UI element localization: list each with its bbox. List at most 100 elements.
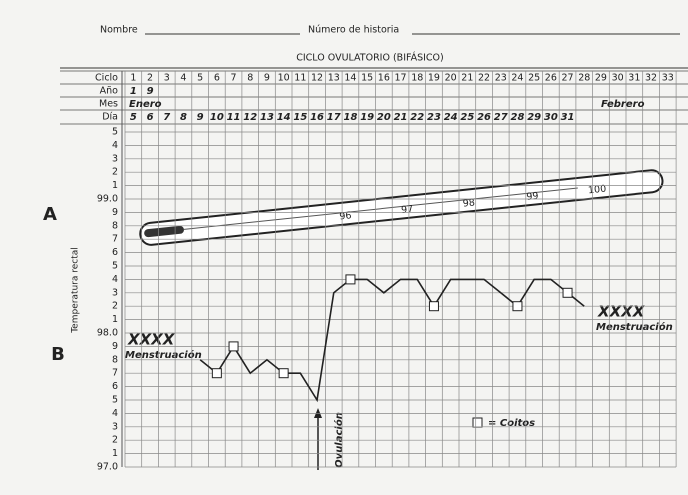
row-label: Ciclo xyxy=(95,73,118,84)
y-tick-label: 9 xyxy=(112,341,118,352)
row-label: Año xyxy=(100,86,119,97)
month-label: Enero xyxy=(129,99,162,110)
y-tick-label: 9 xyxy=(112,207,118,218)
cycle-label: 13 xyxy=(328,73,340,84)
coitus-mark xyxy=(279,369,288,378)
day-label: 6 xyxy=(147,112,154,123)
cycle-label: 10 xyxy=(278,73,290,84)
cycle-label: 33 xyxy=(662,73,674,84)
y-tick-label: 1 xyxy=(112,180,118,191)
y-tick-label: 3 xyxy=(112,421,118,432)
cycle-label: 25 xyxy=(528,73,540,84)
y-tick-label: 3 xyxy=(112,153,118,164)
y-tick-label: 98.0 xyxy=(97,328,118,339)
day-label: 13 xyxy=(260,112,274,123)
coitus-mark xyxy=(212,369,221,378)
day-label: 16 xyxy=(310,112,324,123)
y-tick-label: 4 xyxy=(112,408,118,419)
y-tick-label: 99.0 xyxy=(97,194,118,205)
cycle-label: 5 xyxy=(197,73,203,84)
cycle-label: 28 xyxy=(578,73,590,84)
cycle-label: 11 xyxy=(294,73,306,84)
panel-a: A xyxy=(43,204,57,225)
cycle-label: 20 xyxy=(445,73,457,84)
y-tick-label: 8 xyxy=(112,354,118,365)
cycle-label: 18 xyxy=(411,73,423,84)
cycle-label: 32 xyxy=(645,73,657,84)
day-label: 30 xyxy=(544,112,558,123)
y-tick-label: 5 xyxy=(112,127,118,138)
cycle-label: 24 xyxy=(511,73,523,84)
cycle-label: 21 xyxy=(461,73,473,84)
coitus-legend-box xyxy=(473,418,482,427)
day-label: 23 xyxy=(427,112,441,123)
day-label: 18 xyxy=(343,112,357,123)
day-label: 21 xyxy=(394,112,408,123)
history-label: Número de historia xyxy=(308,25,399,36)
cycle-label: 15 xyxy=(361,73,373,84)
name-label: Nombre xyxy=(100,25,138,36)
day-label: 17 xyxy=(327,112,341,123)
cycle-label: 1 xyxy=(130,73,136,84)
day-label: 28 xyxy=(510,112,524,123)
cycle-label: 31 xyxy=(628,73,640,84)
day-label: 14 xyxy=(277,112,291,123)
day-label: 8 xyxy=(180,112,187,123)
day-label: 20 xyxy=(377,112,391,123)
day-label: 5 xyxy=(130,112,137,123)
coitus-mark xyxy=(229,342,238,351)
day-label: 24 xyxy=(444,112,458,123)
coitus-mark xyxy=(563,288,572,297)
panel-b: B xyxy=(51,344,65,365)
coitus-mark xyxy=(513,302,522,311)
month-label: Febrero xyxy=(601,99,645,110)
menstruation-label: Menstruación xyxy=(596,321,673,333)
y-tick-label: 5 xyxy=(112,395,118,406)
year-label: 9 xyxy=(147,86,154,97)
y-tick-label: 8 xyxy=(112,220,118,231)
year-label: 1 xyxy=(130,86,137,97)
y-tick-label: 2 xyxy=(112,435,118,446)
cycle-label: 7 xyxy=(231,73,237,84)
y-tick-label: 7 xyxy=(112,234,118,245)
day-label: 15 xyxy=(293,112,307,123)
cycle-label: 9 xyxy=(264,73,270,84)
cycle-label: 30 xyxy=(612,73,624,84)
day-label: 27 xyxy=(494,112,508,123)
chart: Nombre Número de historia CICLO OVULATOR… xyxy=(0,0,688,491)
y-tick-label: 1 xyxy=(112,448,118,459)
cycle-label: 29 xyxy=(595,73,607,84)
cycle-label: 8 xyxy=(247,73,253,84)
day-label: 31 xyxy=(561,112,575,123)
row-label: Mes xyxy=(99,99,118,110)
cycle-label: 27 xyxy=(562,73,574,84)
y-tick-label: 7 xyxy=(112,368,118,379)
cycle-label: 16 xyxy=(378,73,390,84)
cycle-label: 6 xyxy=(214,73,220,84)
cycle-label: 26 xyxy=(545,73,557,84)
day-label: 22 xyxy=(410,112,424,123)
thermometer-label: 97 xyxy=(401,204,414,216)
day-label: 26 xyxy=(477,112,491,123)
cycle-label: 17 xyxy=(395,73,407,84)
y-tick-label: 97.0 xyxy=(97,462,118,473)
day-label: 7 xyxy=(163,112,170,123)
cycle-label: 23 xyxy=(495,73,507,84)
cycle-label: 4 xyxy=(180,73,186,84)
day-label: 25 xyxy=(460,112,474,123)
y-axis-label: Temperatura rectal xyxy=(71,247,81,334)
coitus-mark xyxy=(346,275,355,284)
y-tick-label: 1 xyxy=(112,314,118,325)
day-label: 19 xyxy=(360,112,374,123)
coitus-legend: = Coitos xyxy=(488,418,535,429)
cycle-label: 3 xyxy=(164,73,170,84)
cycle-label: 12 xyxy=(311,73,323,84)
chart-title: CICLO OVULATORIO (BIFÁSICO) xyxy=(296,52,444,64)
cycle-label: 2 xyxy=(147,73,153,84)
y-tick-label: 3 xyxy=(112,287,118,298)
day-label: 11 xyxy=(227,112,241,123)
cycle-label: 14 xyxy=(344,73,356,84)
row-label: Día xyxy=(102,112,118,123)
y-tick-label: 6 xyxy=(112,247,118,258)
day-label: 12 xyxy=(243,112,257,123)
